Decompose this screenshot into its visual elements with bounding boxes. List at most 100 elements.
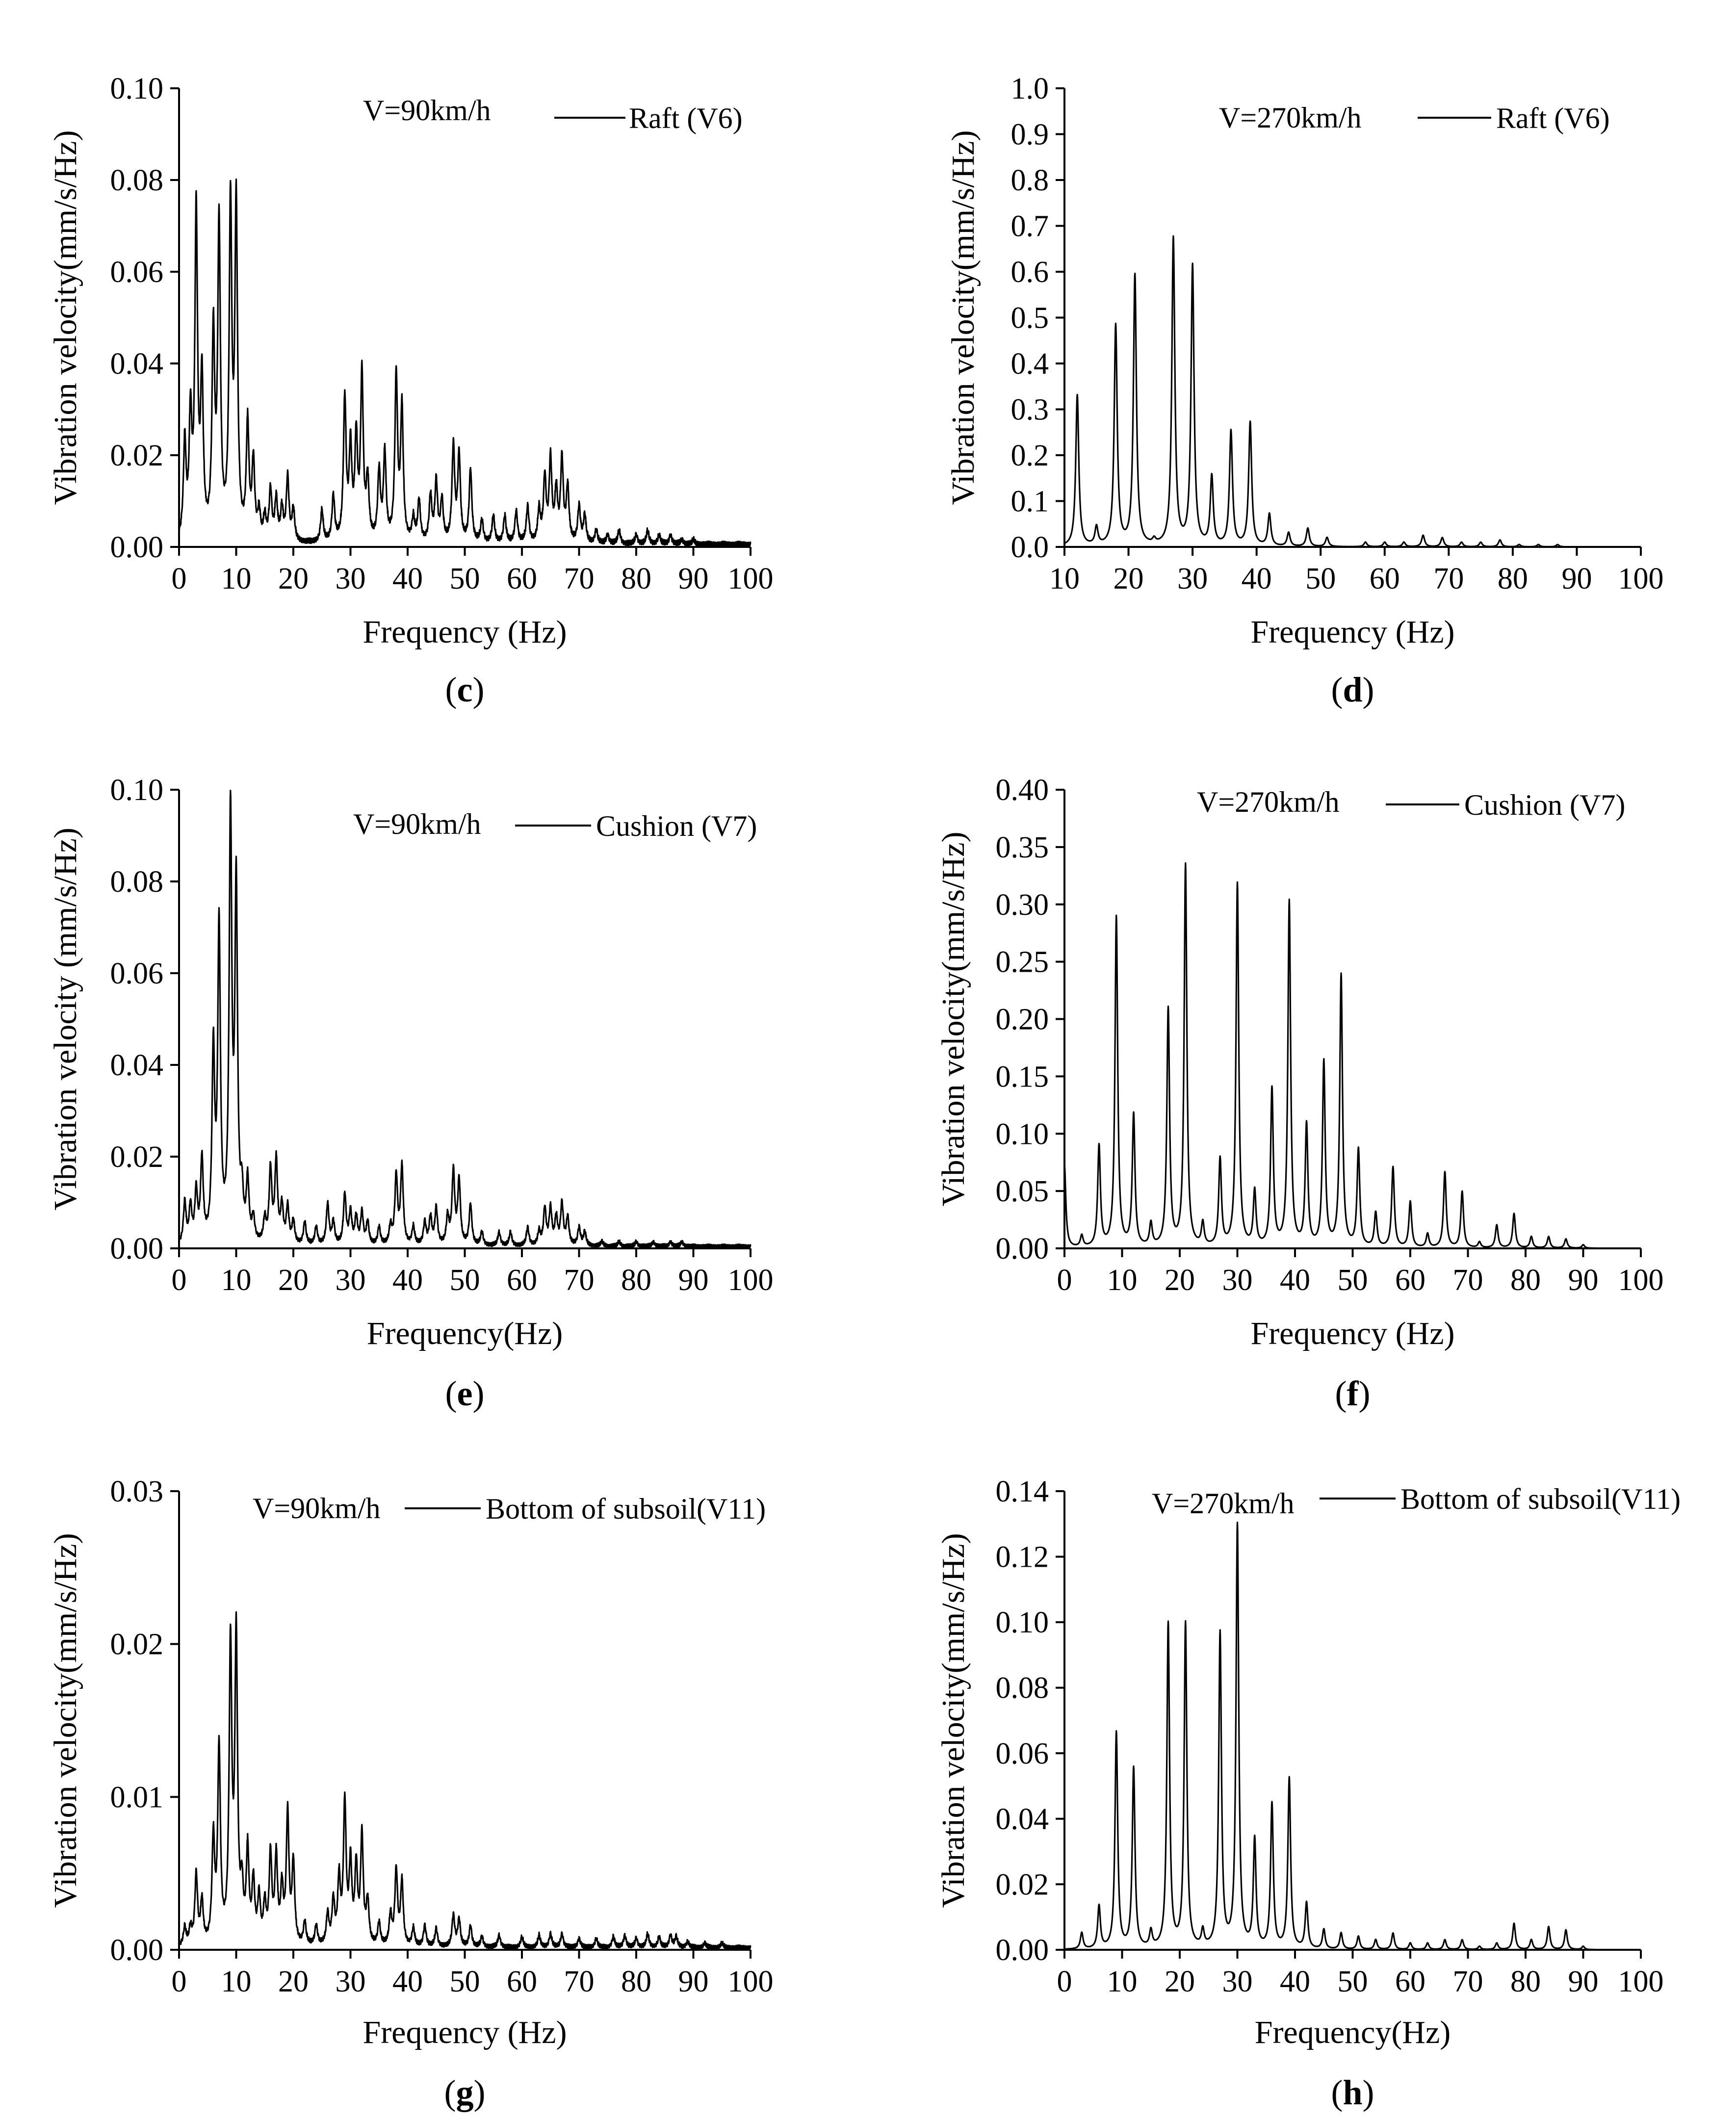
- x-tick-label: 80: [621, 1264, 651, 1297]
- spectrum-line: [178, 178, 751, 548]
- x-tick-label: 10: [221, 1264, 252, 1297]
- legend-label: Bottom of subsoil(V11): [1400, 1483, 1681, 1515]
- y-tick-label: 0.1: [1011, 485, 1049, 518]
- x-tick-label: 60: [507, 562, 537, 595]
- y-axis-title: Vibration velocity (mm/s/Hz): [48, 827, 83, 1211]
- x-tick-label: 50: [450, 1264, 480, 1297]
- panel-letter: f: [1347, 1374, 1359, 1413]
- y-tick-label: 0.10: [996, 1606, 1049, 1639]
- x-tick-label: 10: [1107, 1965, 1138, 1998]
- x-axis-title: Frequency(Hz): [1255, 2015, 1451, 2050]
- x-tick-label: 90: [678, 1965, 709, 1998]
- panel-label: (g): [444, 2073, 486, 2112]
- spectrum-line: [1063, 862, 1642, 1249]
- x-tick-label: 60: [1395, 1965, 1425, 1998]
- y-tick-label: 0.06: [110, 256, 164, 289]
- spectrum-line: [1063, 235, 1642, 548]
- y-tick-label: 0.08: [110, 865, 164, 899]
- y-tick-label: 0.06: [110, 957, 164, 990]
- y-tick-label: 0.02: [996, 1868, 1049, 1901]
- x-tick-label: 40: [392, 562, 423, 595]
- x-tick-label: 40: [1242, 562, 1272, 595]
- y-tick-label: 0.00: [110, 1934, 164, 1967]
- y-tick-label: 0.03: [110, 1475, 164, 1508]
- speed-label: V=270km/h: [1197, 786, 1340, 818]
- x-tick-label: 20: [1165, 1965, 1195, 1998]
- panel-h: V=270km/h Bottom of subsoil(V11) Frequen…: [935, 1475, 1681, 2112]
- x-tick-label: 70: [564, 562, 595, 595]
- y-tick-label: 0.10: [110, 72, 164, 105]
- legend-label: Cushion (V7): [596, 810, 757, 842]
- panel-d: V=270km/h Raft (V6) Frequency (Hz) Vibra…: [945, 72, 1664, 709]
- x-tick-label: 90: [678, 562, 709, 595]
- y-tick-label: 0.10: [110, 774, 164, 807]
- x-tick-label: 60: [507, 1264, 537, 1297]
- x-tick-label: 20: [278, 1965, 309, 1998]
- legend-label: Bottom of subsoil(V11): [486, 1493, 766, 1525]
- panel-letter: c: [457, 670, 473, 709]
- x-axis-title: Frequency (Hz): [363, 2015, 567, 2050]
- spectrum-line: [178, 790, 751, 1249]
- x-tick-label: 100: [1618, 1264, 1664, 1297]
- x-tick-label: 20: [1114, 562, 1144, 595]
- y-tick-label: 0.2: [1011, 439, 1049, 472]
- y-axis-title: Vibration velocity(mm/s/Hz): [48, 1533, 83, 1908]
- x-tick-label: 80: [1510, 1264, 1541, 1297]
- y-tick-label: 1.0: [1011, 72, 1049, 105]
- x-tick-label: 30: [336, 562, 366, 595]
- x-tick-label: 10: [221, 1965, 252, 1998]
- y-tick-label: 0.40: [996, 774, 1049, 807]
- x-tick-label: 80: [1498, 562, 1528, 595]
- y-axis-title: Vibration velocity(mm/s/Hz): [935, 831, 971, 1206]
- panel-letter: d: [1343, 670, 1362, 709]
- x-tick-label: 10: [1107, 1264, 1138, 1297]
- x-tick-label: 0: [172, 562, 187, 595]
- x-tick-label: 40: [392, 1965, 423, 1998]
- y-tick-label: 0.04: [110, 1049, 164, 1082]
- y-tick-label: 0.02: [110, 1140, 164, 1174]
- speed-label: V=90km/h: [363, 94, 491, 127]
- x-tick-label: 40: [1280, 1965, 1310, 1998]
- x-tick-label: 0: [172, 1264, 187, 1297]
- x-tick-label: 90: [1568, 1264, 1599, 1297]
- x-axis-title: Frequency (Hz): [1251, 614, 1455, 650]
- legend-label: Raft (V6): [629, 102, 743, 134]
- panel-c: V=90km/h Raft (V6) Frequency (Hz) Vibrat…: [48, 72, 774, 709]
- x-tick-label: 100: [728, 1965, 774, 1998]
- panel-g: V=90km/h Bottom of subsoil(V11) Frequenc…: [48, 1475, 774, 2112]
- y-tick-label: 0.0: [1011, 531, 1049, 564]
- y-tick-label: 0.30: [996, 888, 1049, 922]
- y-tick-label: 0.05: [996, 1175, 1049, 1208]
- y-tick-label: 0.08: [996, 1672, 1049, 1705]
- x-tick-label: 0: [1057, 1264, 1072, 1297]
- panel-label: (d): [1331, 670, 1374, 709]
- x-tick-label: 30: [1222, 1965, 1253, 1998]
- legend-label: Cushion (V7): [1464, 789, 1625, 821]
- x-tick-label: 100: [1618, 562, 1664, 595]
- y-tick-label: 0.00: [110, 1232, 164, 1266]
- y-tick-label: 0.02: [110, 1628, 164, 1661]
- x-tick-label: 10: [1049, 562, 1080, 595]
- y-tick-label: 0.14: [996, 1475, 1049, 1508]
- x-tick-label: 80: [621, 1965, 651, 1998]
- y-tick-label: 0.02: [110, 439, 164, 472]
- panel-label: (e): [445, 1374, 485, 1413]
- x-tick-label: 70: [1433, 562, 1464, 595]
- panel-e: V=90km/h Cushion (V7) Frequency(Hz) Vibr…: [48, 774, 774, 1413]
- x-tick-label: 60: [1370, 562, 1400, 595]
- y-tick-label: 0.00: [996, 1934, 1049, 1967]
- speed-label: V=270km/h: [1152, 1487, 1295, 1520]
- x-tick-label: 70: [564, 1264, 595, 1297]
- y-tick-label: 0.06: [996, 1737, 1049, 1770]
- y-tick-label: 0.3: [1011, 393, 1049, 427]
- x-tick-label: 70: [1453, 1965, 1483, 1998]
- x-tick-label: 100: [1618, 1965, 1664, 1998]
- y-axis-title: Vibration velocity(mm/s/Hz): [48, 130, 83, 505]
- spectrum-line: [178, 1611, 751, 1951]
- speed-label: V=270km/h: [1219, 102, 1362, 134]
- y-tick-label: 0.25: [996, 946, 1049, 979]
- x-tick-label: 60: [507, 1965, 537, 1998]
- y-tick-label: 0.7: [1011, 210, 1049, 243]
- x-tick-label: 90: [678, 1264, 709, 1297]
